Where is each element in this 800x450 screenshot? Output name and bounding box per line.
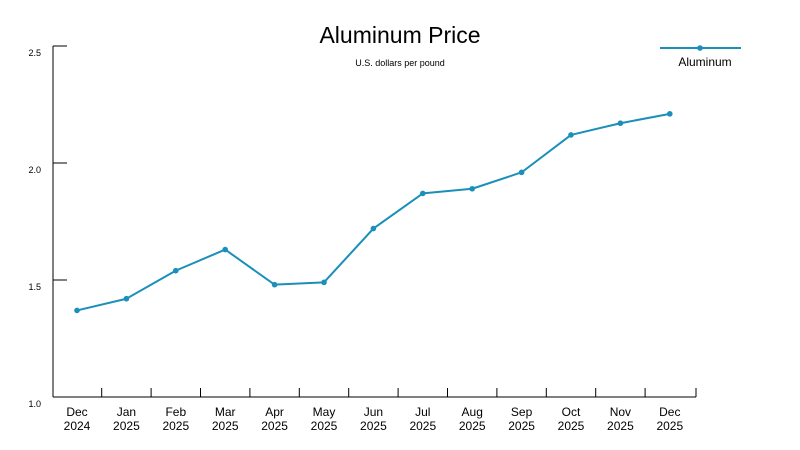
data-point [667, 111, 673, 117]
x-tick-label-year: 2025 [459, 419, 486, 433]
y-tick-label: 2.0 [28, 165, 41, 175]
x-tick-label-month: Dec [66, 405, 87, 419]
data-point [123, 295, 130, 302]
data-point [370, 225, 377, 232]
y-tick-label: 1.0 [28, 399, 41, 409]
data-point [271, 281, 278, 288]
x-tick-label-year: 2025 [261, 419, 288, 433]
x-tick-label-month: Feb [165, 405, 186, 419]
x-tick-label-month: Jun [364, 405, 383, 419]
y-tick-label: 2.5 [28, 48, 41, 58]
data-point [420, 190, 426, 197]
y-tick-label: 1.5 [28, 282, 41, 292]
series-line-aluminum [76, 112, 670, 312]
x-tick-label-month: Aug [462, 405, 483, 419]
x-tick-label-month: Dec [659, 405, 680, 419]
x-tick-label-year: 2025 [558, 419, 585, 433]
data-point [74, 307, 80, 314]
chart-title: Aluminum Price [319, 22, 481, 48]
data-point [568, 132, 574, 138]
x-tick-label-month: Jan [117, 405, 136, 419]
x-tick-label-year: 2025 [508, 419, 535, 433]
data-point [469, 185, 476, 192]
x-tick-label-month: Nov [610, 405, 631, 419]
x-tick-label-year: 2025 [656, 419, 683, 433]
x-tick-label-year: 2025 [409, 419, 436, 433]
data-point [518, 169, 525, 176]
x-tick-label-year: 2024 [64, 419, 91, 433]
x-tick-label-year: 2025 [162, 419, 189, 433]
x-tick-label-month: Jul [415, 405, 430, 419]
data-point [321, 279, 327, 286]
x-tick-label-year: 2025 [311, 419, 338, 433]
x-tick-label-month: Apr [265, 405, 284, 419]
legend-label-aluminum: Aluminum [678, 55, 732, 69]
chart-subtitle: U.S. dollars per pound [355, 58, 445, 68]
legend-marker-aluminum [697, 45, 703, 51]
x-tick-label-month: May [313, 405, 336, 419]
data-point [173, 267, 179, 274]
x-tick-label-year: 2025 [113, 419, 140, 433]
x-tick-label-year: 2025 [360, 419, 387, 433]
x-tick-label-year: 2025 [607, 419, 634, 433]
x-tick-label-month: Sep [511, 405, 533, 419]
x-tick-label-month: Mar [215, 405, 236, 419]
x-tick-label-year: 2025 [212, 419, 239, 433]
data-point [617, 120, 624, 127]
x-tick-label-month: Oct [562, 405, 581, 419]
data-point [222, 246, 228, 253]
